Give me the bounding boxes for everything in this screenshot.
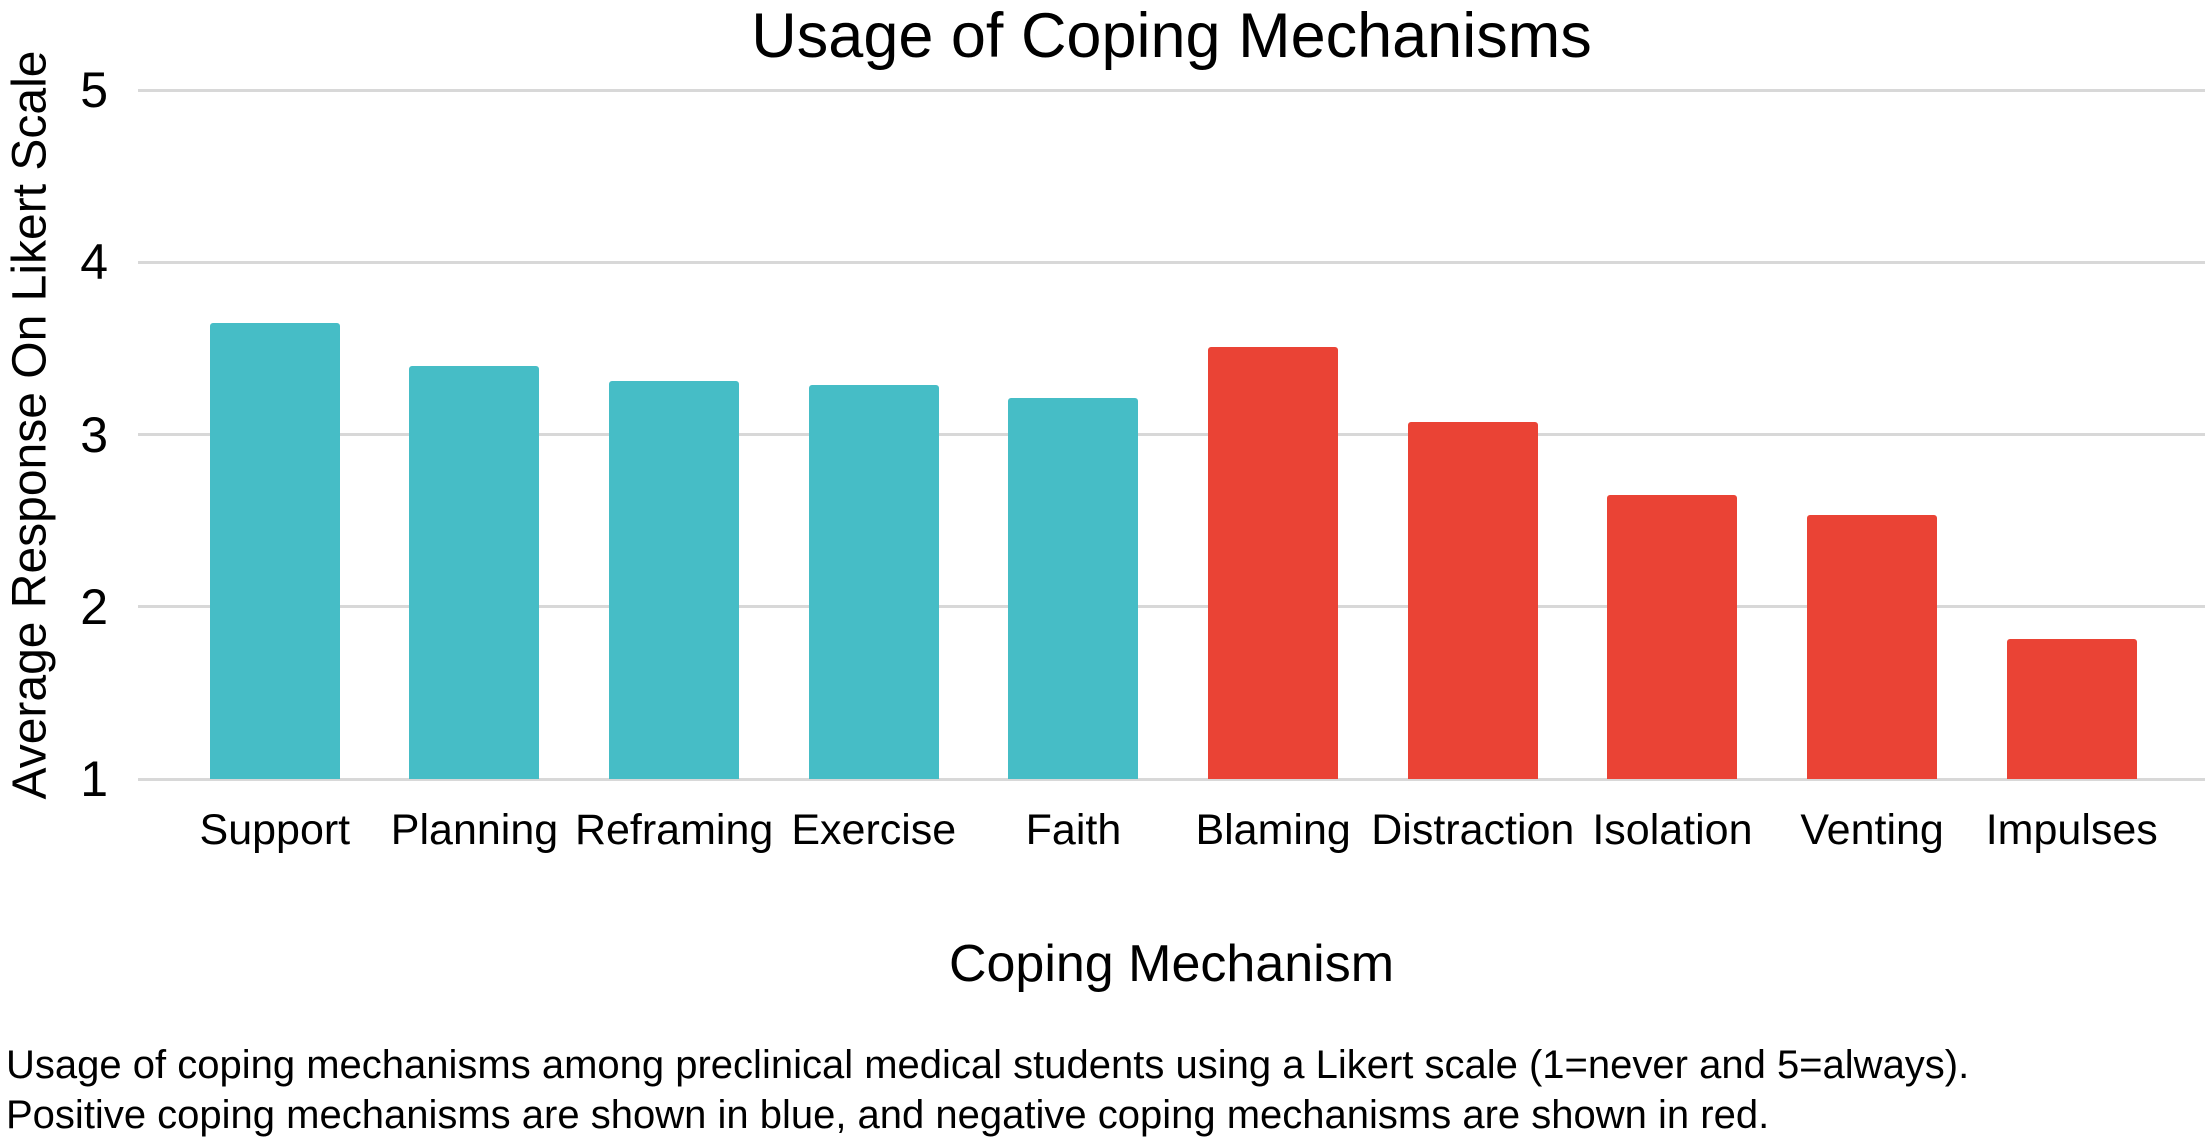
bar-support — [209, 322, 340, 779]
gridline-1 — [138, 777, 2205, 781]
bar-exercise — [808, 384, 939, 779]
gridline-5 — [138, 88, 2205, 92]
y-tick-label: 2 — [80, 578, 108, 635]
figure-caption: Usage of coping mechanisms among preclin… — [6, 1040, 2205, 1137]
x-tick-label-planning: Planning — [390, 806, 559, 854]
chart-title: Usage of Coping Mechanisms — [751, 1, 1592, 71]
y-tick-label: 5 — [80, 62, 108, 118]
bar-venting — [1807, 515, 1938, 779]
bar-distraction — [1407, 422, 1538, 779]
bar-planning — [409, 365, 540, 779]
x-tick-label-faith: Faith — [1025, 806, 1122, 854]
x-tick-label-support: Support — [199, 806, 351, 854]
y-tick-label: 4 — [80, 234, 108, 291]
bar-impulses — [2006, 639, 2137, 779]
bar-reframing — [609, 381, 740, 779]
caption-line-2: Positive coping mechanisms are shown in … — [6, 1093, 1770, 1137]
y-tick-label: 1 — [80, 751, 108, 807]
bar-isolation — [1607, 494, 1738, 779]
bar-faith — [1008, 398, 1139, 779]
x-tick-label-exercise: Exercise — [791, 806, 957, 854]
bar-blaming — [1208, 346, 1339, 779]
x-axis-title: Coping Mechanism — [948, 935, 1395, 993]
y-tick-label: 3 — [80, 406, 108, 463]
x-tick-label-venting: Venting — [1800, 806, 1944, 854]
x-tick-label-impulses: Impulses — [1985, 806, 2158, 854]
gridline-2 — [138, 605, 2205, 609]
x-tick-label-isolation: Isolation — [1592, 806, 1753, 854]
gridline-3 — [138, 433, 2205, 436]
gridline-4 — [138, 260, 2205, 264]
caption-line-1: Usage of coping mechanisms among preclin… — [6, 1043, 1970, 1087]
x-tick-label-blaming: Blaming — [1195, 806, 1351, 854]
x-tick-label-distraction: Distraction — [1371, 806, 1575, 854]
x-tick-label-reframing: Reframing — [574, 806, 774, 854]
